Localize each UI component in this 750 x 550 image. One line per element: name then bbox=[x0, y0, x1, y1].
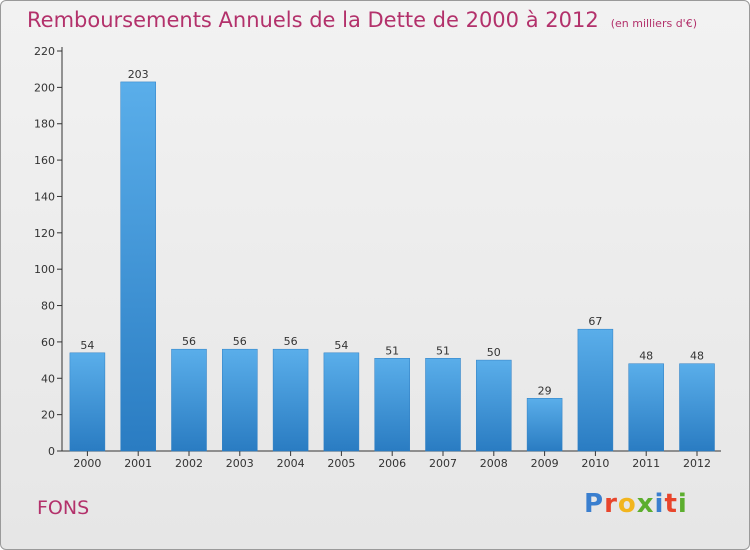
bar-2008 bbox=[476, 359, 512, 452]
logo-letter: r bbox=[604, 489, 618, 519]
chart-title: Remboursements Annuels de la Dette de 20… bbox=[27, 8, 697, 32]
bar-value-label: 48 bbox=[690, 350, 704, 363]
bar-2007 bbox=[425, 358, 461, 452]
bar-value-label: 54 bbox=[334, 339, 348, 352]
y-tick-label: 20 bbox=[41, 409, 55, 422]
x-tick-label: 2003 bbox=[226, 457, 254, 470]
logo-letter: P bbox=[584, 489, 605, 519]
proxiti-logo: Proxiti bbox=[584, 489, 688, 519]
y-tick-label: 80 bbox=[41, 300, 55, 313]
bar-2011 bbox=[628, 363, 664, 452]
y-tick-label: 100 bbox=[34, 263, 55, 276]
town-name: FONS bbox=[37, 497, 90, 519]
bar-2001 bbox=[120, 81, 156, 452]
bar-2003 bbox=[222, 348, 258, 452]
x-tick-label: 2008 bbox=[480, 457, 508, 470]
x-tick-label: 2005 bbox=[327, 457, 355, 470]
logo-letter: o bbox=[617, 489, 637, 519]
x-tick-label: 2011 bbox=[632, 457, 660, 470]
x-tick-label: 2010 bbox=[581, 457, 609, 470]
bars bbox=[69, 81, 715, 452]
bar-value-label: 56 bbox=[182, 335, 196, 348]
logo-letter: i bbox=[654, 489, 665, 519]
x-tick-label: 2006 bbox=[378, 457, 406, 470]
bar-2000 bbox=[69, 352, 106, 452]
logo-letter: i bbox=[677, 489, 688, 519]
y-tick-label: 180 bbox=[34, 118, 55, 131]
x-tick-label: 2000 bbox=[73, 457, 101, 470]
bar-value-label: 203 bbox=[128, 68, 149, 81]
logo-letter: t bbox=[664, 489, 678, 519]
bar-2012 bbox=[679, 363, 715, 452]
bar-value-label: 50 bbox=[487, 346, 501, 359]
bar-value-label: 29 bbox=[538, 384, 552, 397]
bar-2005 bbox=[323, 352, 360, 452]
x-tick-label: 2012 bbox=[683, 457, 711, 470]
x-tick-label: 2007 bbox=[429, 457, 457, 470]
bar-value-label: 67 bbox=[588, 315, 602, 328]
bar-value-label: 56 bbox=[284, 335, 298, 348]
y-tick-label: 200 bbox=[34, 81, 55, 94]
logo-letter: x bbox=[636, 489, 655, 519]
y-tick-label: 60 bbox=[41, 336, 55, 349]
x-tick-label: 2002 bbox=[175, 457, 203, 470]
bar-value-label: 54 bbox=[80, 339, 94, 352]
chart-subtitle: (en milliers d'€) bbox=[610, 17, 697, 30]
bar-2002 bbox=[171, 348, 207, 452]
y-tick-label: 220 bbox=[34, 45, 55, 58]
bar-value-label: 56 bbox=[233, 335, 247, 348]
bar-2006 bbox=[374, 358, 410, 452]
x-tick-label: 2001 bbox=[124, 457, 152, 470]
bar-value-label: 51 bbox=[385, 344, 399, 357]
bar-2009 bbox=[526, 398, 563, 452]
bar-value-label: 48 bbox=[639, 350, 653, 363]
x-tick-label: 2009 bbox=[531, 457, 559, 470]
y-tick-label: 140 bbox=[34, 190, 55, 203]
axes: 0 20 40 60 80 100 120 140 160 180 200 220 2000 2001 20… bbox=[34, 45, 721, 470]
chart-title-text: Remboursements Annuels de la Dette de 20… bbox=[27, 8, 599, 32]
y-tick-label: 120 bbox=[34, 227, 55, 240]
x-tick-label: 2004 bbox=[277, 457, 305, 470]
bar-2010 bbox=[577, 328, 614, 452]
y-tick-label: 0 bbox=[48, 445, 55, 458]
y-tick-label: 40 bbox=[41, 372, 55, 385]
y-tick-label: 160 bbox=[34, 154, 55, 167]
bar-value-label: 51 bbox=[436, 344, 450, 357]
bar-2004 bbox=[272, 348, 309, 452]
value-labels: 54 203 56 56 56 54 51 51 50 29 67 48 48 bbox=[80, 68, 704, 397]
